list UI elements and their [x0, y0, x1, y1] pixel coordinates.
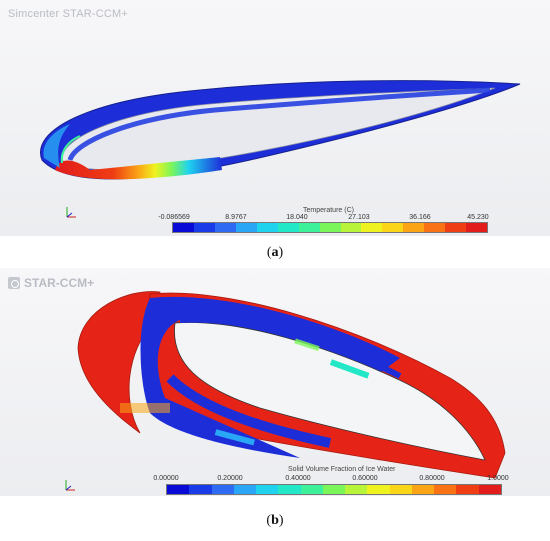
colorbar-swatch [403, 223, 425, 232]
tick-label: 1.0000 [487, 475, 509, 482]
colorbar-swatch [382, 223, 404, 232]
tick-label: 8.9767 [225, 214, 247, 221]
colorbar-swatch [466, 223, 488, 232]
colorbar-swatch [277, 223, 299, 232]
tick-label: -0.086569 [158, 214, 190, 221]
cavity-edge-glow [60, 135, 81, 164]
colorbar-swatch [235, 223, 257, 232]
colorbar-swatch [256, 485, 279, 494]
inner-wall-upper [179, 316, 402, 379]
cavity-far-wall [67, 87, 491, 162]
tick-label: 0.20000 [217, 475, 243, 482]
ice-patch [120, 403, 170, 413]
caption-a: (a) [266, 245, 284, 260]
caption-letter: b [271, 513, 279, 528]
panel-a: Simcenter STAR-CCM+ [0, 0, 550, 260]
viewport-b[interactable]: STAR-CCM+ Solid Volume Fraction of [0, 268, 550, 496]
heated-region [55, 157, 222, 180]
colorbar-swatch [214, 223, 236, 232]
leading-edge-glow [43, 124, 70, 168]
airfoil-ice-scene [77, 291, 506, 479]
colorbar-swatch [367, 485, 390, 494]
caption-letter: a [271, 245, 279, 260]
tick-label: 0.00000 [153, 475, 179, 482]
tick-label: 0.60000 [352, 475, 378, 482]
colorbar-swatch [424, 223, 446, 232]
brand-label-b: STAR-CCM+ [8, 276, 94, 290]
tick-label: 27.103 [348, 214, 370, 221]
colorbar-swatch [340, 223, 362, 232]
colorbar-a [172, 222, 488, 233]
colorbar-title-a: Temperature (C) [303, 207, 354, 214]
colorbar-swatch [211, 485, 234, 494]
colorbar-swatch [361, 223, 383, 232]
tick-label: 18.040 [286, 214, 308, 221]
axis-triad-icon [66, 207, 76, 218]
colorbar-swatch [456, 485, 479, 494]
ice-free-region [140, 296, 400, 458]
caption-b: (b) [266, 513, 284, 528]
airfoil-temperature-scene [40, 80, 521, 180]
colorbar-swatch [389, 485, 412, 494]
ice-patch [294, 338, 320, 352]
colorbar-swatch [322, 485, 346, 494]
colorbar-swatch [445, 223, 467, 232]
ice-patch [329, 359, 370, 379]
colorbar-swatch [298, 223, 320, 232]
colorbar-swatch [411, 485, 435, 494]
panel-b: STAR-CCM+ Solid Volume Fraction of [0, 268, 550, 541]
colorbar-swatch [256, 223, 278, 232]
star-ccm-logo-icon [8, 277, 20, 289]
colorbar-swatch [167, 485, 190, 494]
brand-text: STAR-CCM+ [24, 276, 95, 290]
tick-label: 45.230 [467, 214, 489, 221]
colorbar-swatch [278, 485, 301, 494]
colorbar-b [166, 484, 502, 495]
leading-edge-face [77, 291, 161, 434]
colorbar-swatch [319, 223, 341, 232]
tick-label: 0.40000 [285, 475, 311, 482]
inner-wall-lower [166, 374, 332, 448]
colorbar-swatch [233, 485, 257, 494]
colorbar-swatch [434, 485, 457, 494]
colorbar-swatch [193, 223, 215, 232]
colorbar-swatch [189, 485, 212, 494]
axis-triad-icon [65, 480, 75, 491]
colorbar-swatch [173, 223, 194, 232]
tick-label: 36.166 [409, 214, 431, 221]
brand-label-a: Simcenter STAR-CCM+ [8, 8, 129, 20]
colorbar-title-b: Solid Volume Fraction of Ice Water [288, 466, 396, 473]
colorbar-swatch [345, 485, 368, 494]
colorbar-swatch [300, 485, 323, 494]
tick-label: 0.80000 [419, 475, 445, 482]
viewport-a[interactable]: Simcenter STAR-CCM+ [0, 0, 550, 236]
colorbar-swatch [478, 485, 501, 494]
ice-patch [214, 429, 255, 446]
